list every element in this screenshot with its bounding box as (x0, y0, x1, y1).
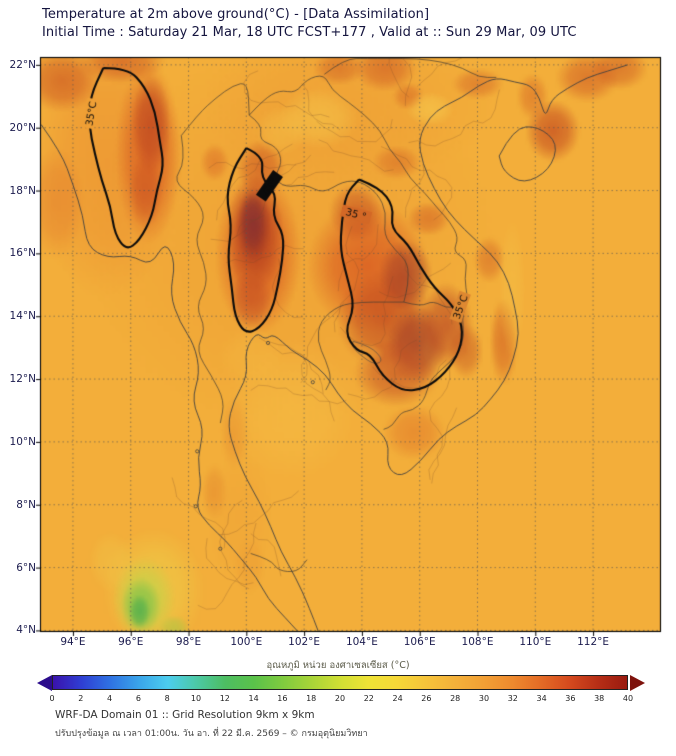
colorbar-tick-label: 34 (536, 694, 547, 703)
lat-tick-label: 4°N (16, 624, 36, 637)
colorbar-tick-label: 36 (565, 694, 576, 703)
colorbar-tick-label: 0 (49, 694, 55, 703)
lon-tick-label: 94°E (60, 636, 86, 648)
chart-title: Temperature at 2m above ground(°C) - [Da… (42, 7, 430, 22)
colorbar-min-arrow (37, 675, 52, 691)
colorbar-tick-label: 38 (594, 694, 605, 703)
colorbar-tick-label: 20 (334, 694, 346, 703)
colorbar-tick-label: 10 (190, 694, 202, 703)
colorbar-tick-label: 16 (277, 694, 288, 703)
lon-tick-label: 98°E (175, 636, 202, 648)
colorbar-tick-label: 30 (478, 694, 490, 703)
colorbar-tick-label: 14 (248, 694, 259, 703)
lat-tick-label: 12°N (9, 373, 36, 386)
colorbar-gradient (52, 675, 628, 690)
footer-update-info: ปรับปรุงข้อมูล ณ เวลา 01:00น. วัน อา. ที… (55, 729, 368, 739)
lon-tick-label: 96°E (118, 636, 144, 648)
lon-tick-label: 106°E (403, 636, 436, 648)
lat-tick-label: 14°N (9, 310, 36, 323)
colorbar-tick-label: 18 (306, 694, 317, 703)
colorbar-tick-label: 12 (219, 694, 230, 703)
lat-tick-label: 10°N (9, 435, 36, 448)
lon-tick-label: 104°E (345, 636, 378, 648)
lon-tick-label: 102°E (288, 636, 321, 648)
colorbar-title: อุณหภูมิ หน่วย องศาเซลเซียส (°C) (266, 660, 410, 671)
colorbar-tick-label: 26 (421, 694, 432, 703)
colorbar-tick-label: 4 (107, 694, 113, 703)
lon-tick-label: 110°E (519, 636, 552, 648)
lat-tick-label: 20°N (9, 121, 36, 134)
colorbar-tick-label: 32 (507, 694, 518, 703)
lon-tick-label: 112°E (577, 636, 610, 648)
lat-tick-label: 8°N (16, 498, 36, 511)
colorbar-tick-label: 28 (450, 694, 461, 703)
lon-tick-label: 108°E (461, 636, 494, 648)
lon-tick-label: 100°E (230, 636, 263, 648)
lat-tick-label: 6°N (16, 561, 36, 574)
footer-domain-info: WRF-DA Domain 01 :: Grid Resolution 9km … (55, 709, 315, 721)
colorbar-tick-label: 24 (392, 694, 403, 703)
chart-subtitle: Initial Time : Saturday 21 Mar, 18 UTC F… (42, 25, 577, 40)
lat-tick-label: 16°N (9, 247, 36, 260)
colorbar-tick-label: 8 (164, 694, 170, 703)
lat-tick-label: 18°N (9, 184, 36, 197)
lat-tick-label: 22°N (9, 58, 36, 71)
colorbar-max-arrow (630, 675, 645, 691)
colorbar-tick-label: 2 (78, 694, 84, 703)
colorbar-tick-label: 22 (363, 694, 374, 703)
colorbar-tick-label: 40 (622, 694, 634, 703)
colorbar-tick-label: 6 (135, 694, 141, 703)
